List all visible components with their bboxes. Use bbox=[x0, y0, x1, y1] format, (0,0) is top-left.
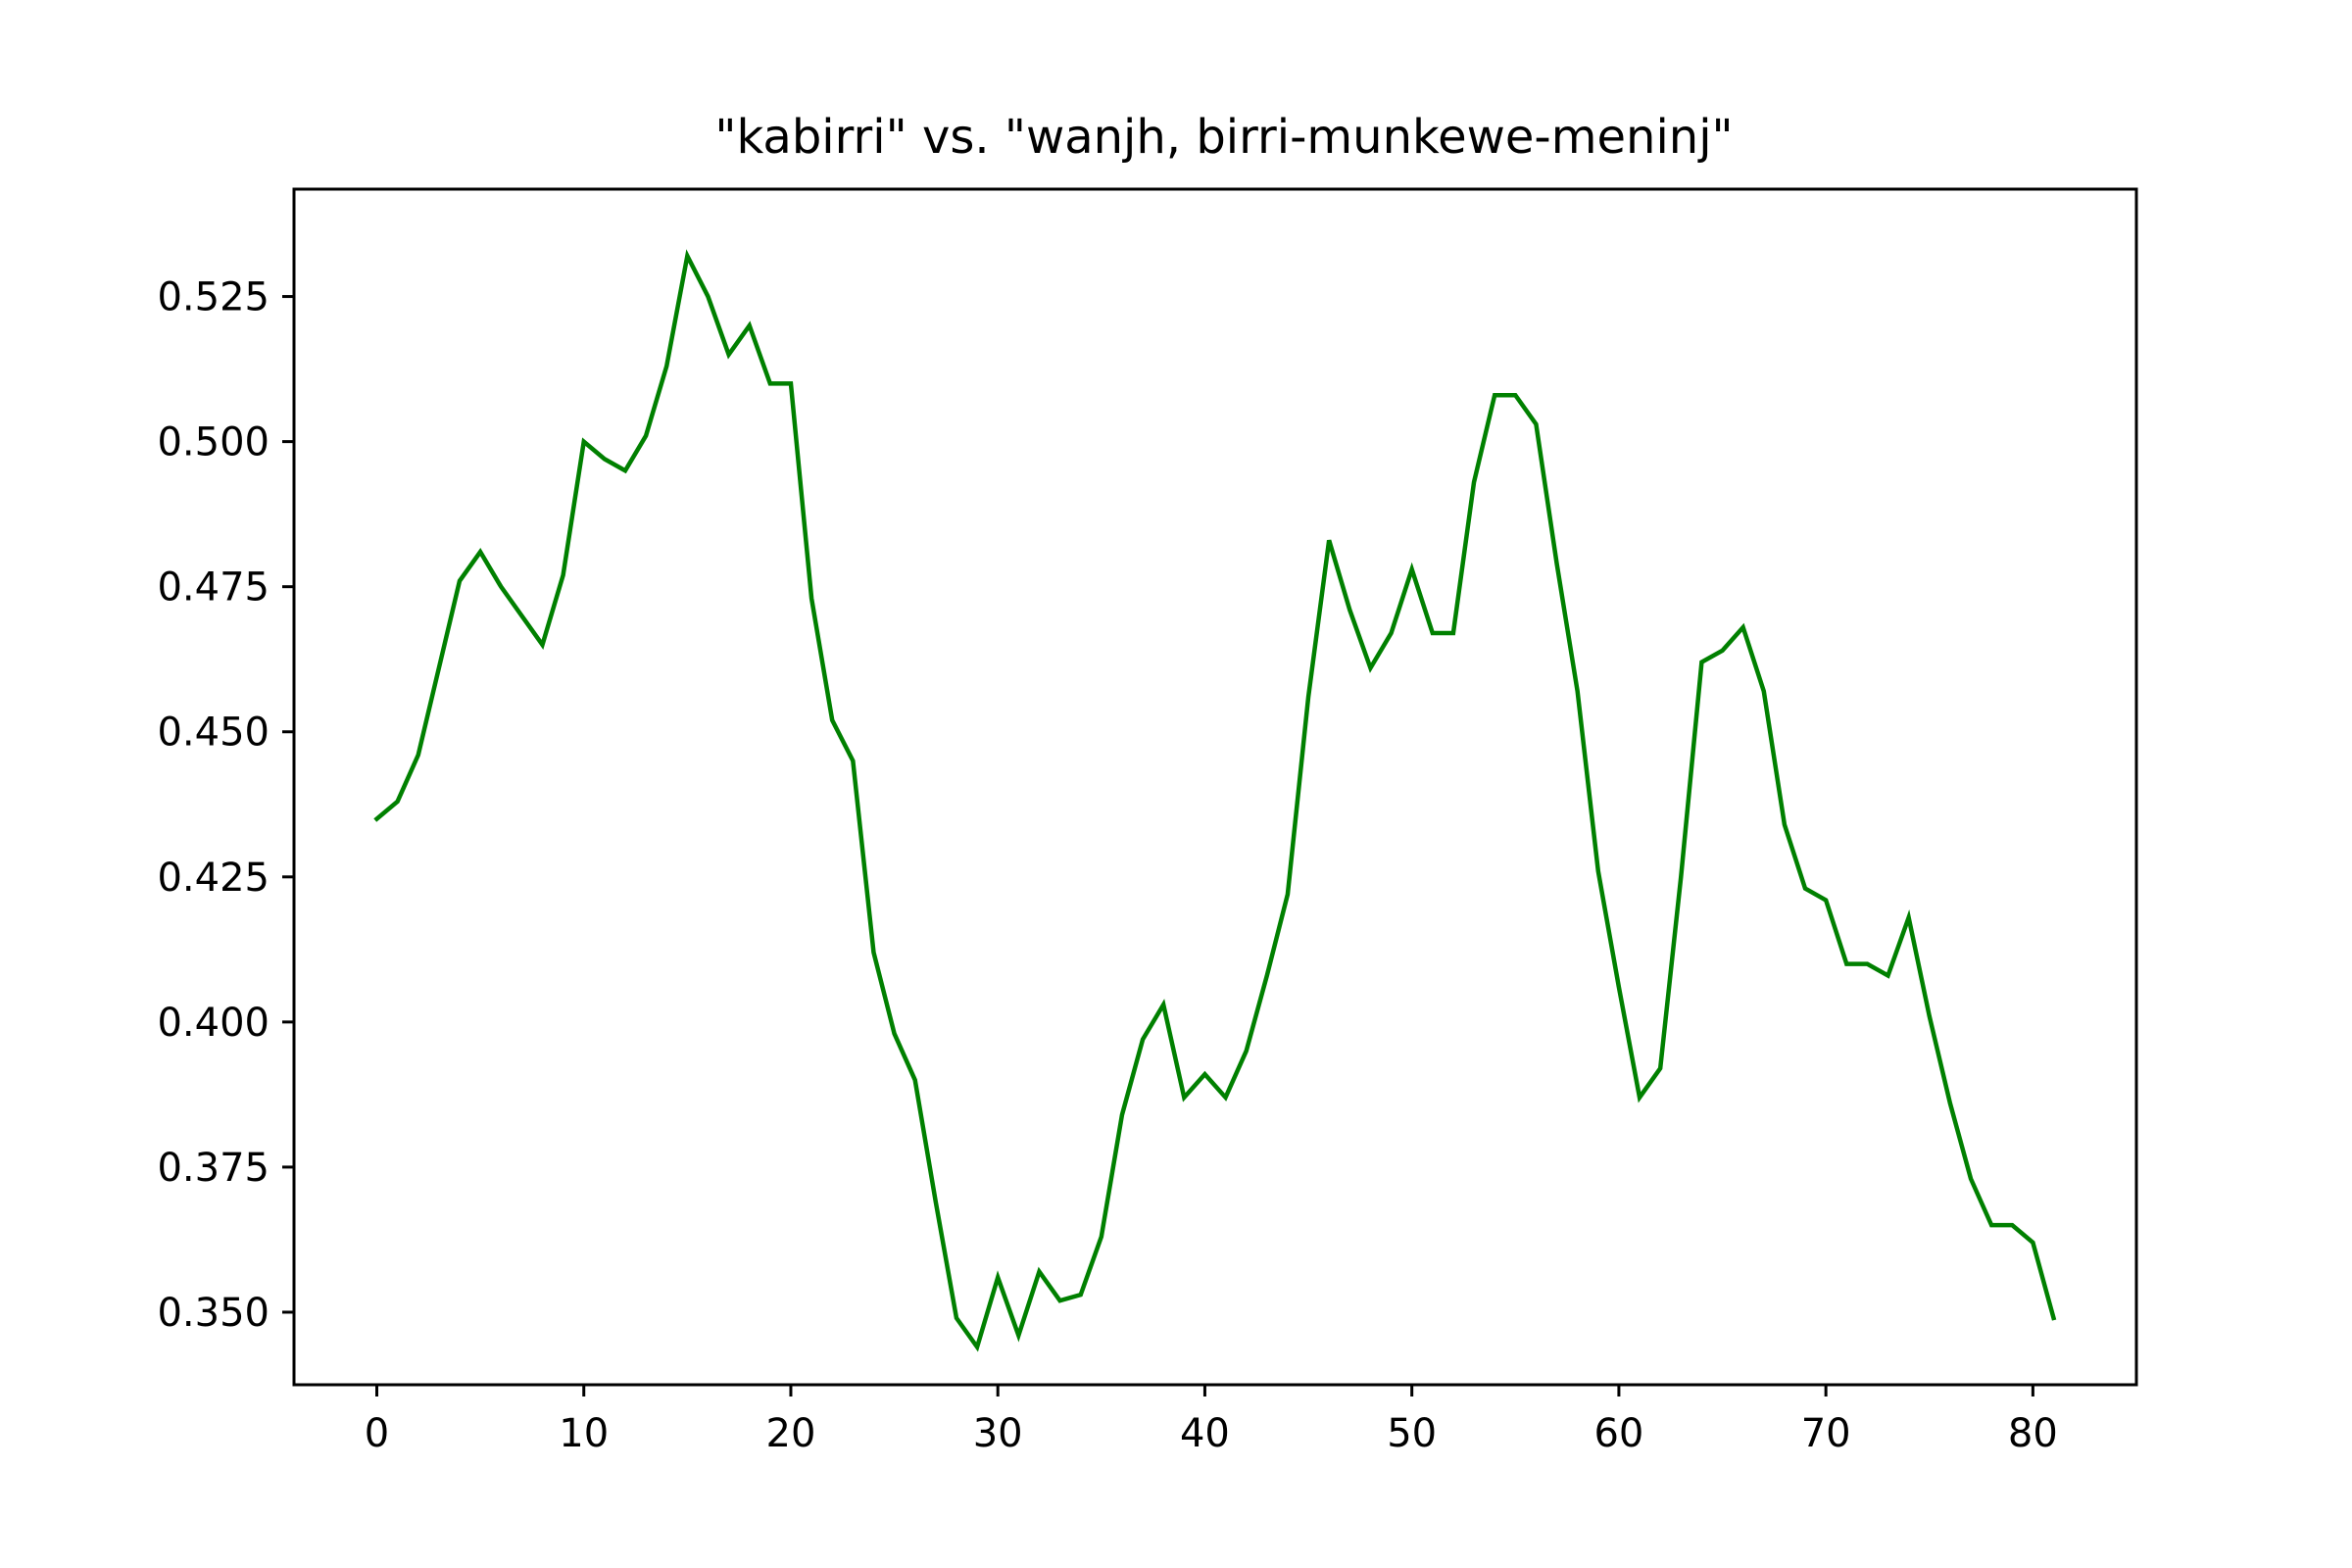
chart-title: "kabirri" vs. "wanjh, birri-munkewe-meni… bbox=[714, 110, 1733, 165]
x-tick-label: 30 bbox=[973, 1411, 1023, 1456]
y-tick-label: 0.350 bbox=[157, 1291, 270, 1336]
y-tick-label: 0.525 bbox=[157, 275, 270, 320]
plot-area: 0 10 20 30 40 50 60 70 80 0.350 0.375 0.400 0.425 0.4… bbox=[157, 187, 2138, 1456]
y-tick-label: 0.425 bbox=[157, 856, 270, 901]
x-tick-label: 40 bbox=[1180, 1411, 1230, 1456]
x-tick-label: 60 bbox=[1593, 1411, 1643, 1456]
x-tick-label: 80 bbox=[2008, 1411, 2058, 1456]
x-tick-label: 50 bbox=[1387, 1411, 1437, 1456]
y-tick-label: 0.400 bbox=[157, 1001, 270, 1046]
x-tick-label: 70 bbox=[1801, 1411, 1851, 1456]
y-tick-label: 0.475 bbox=[157, 565, 270, 611]
x-tick-label: 0 bbox=[365, 1411, 389, 1456]
axes-frame bbox=[292, 187, 2138, 1387]
y-tick-label: 0.500 bbox=[157, 420, 270, 466]
x-tick-label: 10 bbox=[559, 1411, 609, 1456]
y-tick-label: 0.450 bbox=[157, 710, 270, 756]
series-line-1 bbox=[373, 249, 2057, 1352]
y-tick-label: 0.375 bbox=[157, 1146, 270, 1191]
x-tick-label: 20 bbox=[766, 1411, 816, 1456]
